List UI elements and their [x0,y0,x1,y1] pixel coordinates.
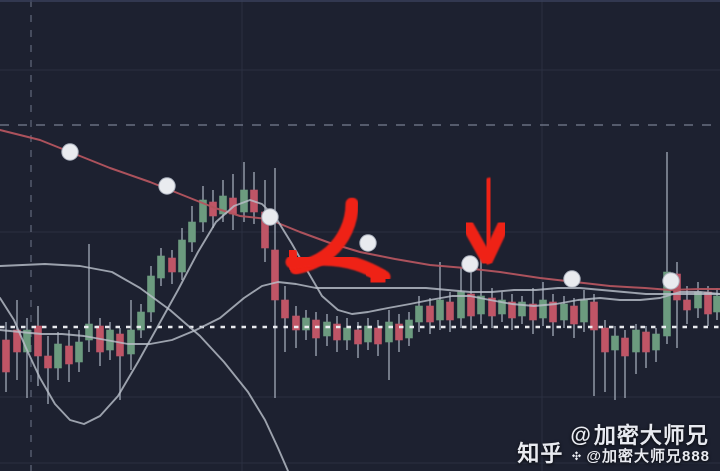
candle-19 [199,186,207,232]
candle-58 [601,320,609,392]
candle-30 [312,312,320,356]
candle-18 [188,206,196,252]
candle-17 [178,228,186,280]
candle-5 [54,332,62,380]
candle-48 [498,292,506,322]
ma-marker-5[interactable] [461,255,479,273]
candle-0 [2,322,10,392]
candle-6 [65,330,73,382]
candle-45 [467,270,475,330]
candle-39 [405,312,413,346]
candle-11 [116,328,124,400]
ma-line-ma-gray-slow [0,263,289,471]
candle-50 [518,296,526,324]
candle-31 [323,314,331,346]
candle-62 [642,326,650,368]
candle-27 [281,286,289,352]
candle-41 [426,298,434,334]
candle-51 [529,288,537,334]
vertical-gridlines [241,0,543,471]
candle-7 [75,330,83,372]
hand-drawn-annotations [283,177,509,288]
ma-line-ma-gray-fast [0,199,720,425]
candle-46 [477,252,485,324]
candle-47 [488,288,496,328]
ma-marker-2[interactable] [158,177,176,195]
candle-29 [302,310,310,340]
ma-marker-3[interactable] [261,208,279,226]
candle-55 [570,298,578,338]
candle-37 [385,310,393,380]
ma-line-ma-red [0,129,720,291]
ma-line-ma-gray-mid [0,281,720,345]
candle-60 [621,330,629,398]
ma-marker-6[interactable] [563,270,581,288]
candle-15 [157,248,165,286]
candle-1 [13,300,21,380]
candle-64 [663,152,671,344]
down-arrow-marker [462,177,509,266]
candle-38 [395,314,403,352]
moving-average-lines [0,129,720,471]
candle-59 [611,326,619,400]
candle-61 [632,324,640,374]
ma-marker-7[interactable] [662,272,680,290]
candle-43 [446,292,454,332]
ma-marker-1[interactable] [61,143,79,161]
candle-63 [652,328,660,362]
candle-53 [549,294,557,336]
ma-marker-4[interactable] [359,234,377,252]
candle-54 [560,296,568,328]
right-arrow-lower [285,252,391,288]
candle-32 [333,316,341,352]
candle-49 [508,294,516,330]
candle-16 [168,250,176,284]
candle-57 [590,294,598,396]
candle-12 [127,300,135,370]
candle-42 [436,262,444,330]
candle-8 [85,244,93,352]
candle-13 [137,304,145,338]
ma-signal-markers[interactable] [61,143,680,290]
